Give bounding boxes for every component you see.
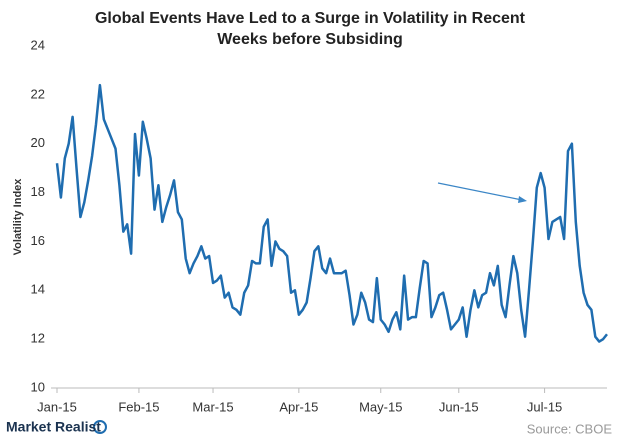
x-tick-label: Mar-15: [192, 399, 233, 414]
x-tick-label: May-15: [359, 399, 402, 414]
x-tick-label: Jul-15: [527, 399, 562, 414]
y-tick-label: 18: [31, 184, 45, 199]
arrow-head: [518, 196, 527, 203]
y-tick-label: 22: [31, 86, 45, 101]
y-tick-label: 12: [31, 331, 45, 346]
annotation-arrow: [437, 182, 523, 201]
y-tick-label: 14: [31, 282, 45, 297]
logo-icon: [93, 420, 107, 434]
x-tick-label: Apr-15: [279, 399, 318, 414]
data-line: [55, 83, 608, 343]
x-tick-label: Jan-15: [37, 399, 77, 414]
x-tick-label: Feb-15: [118, 399, 159, 414]
chart-title: Global Events Have Led to a Surge in Vol…: [94, 10, 526, 48]
y-tick-label: 20: [31, 135, 45, 150]
brand: Market Realist: [6, 419, 101, 435]
y-axis-label: Volatility Index: [12, 178, 24, 256]
y-tick-label: 24: [31, 37, 45, 52]
y-tick-label: 10: [31, 379, 45, 394]
source: Source: CBOE: [527, 421, 613, 436]
y-tick-label: 16: [31, 233, 45, 248]
x-tick-label: Jun-15: [439, 399, 479, 414]
